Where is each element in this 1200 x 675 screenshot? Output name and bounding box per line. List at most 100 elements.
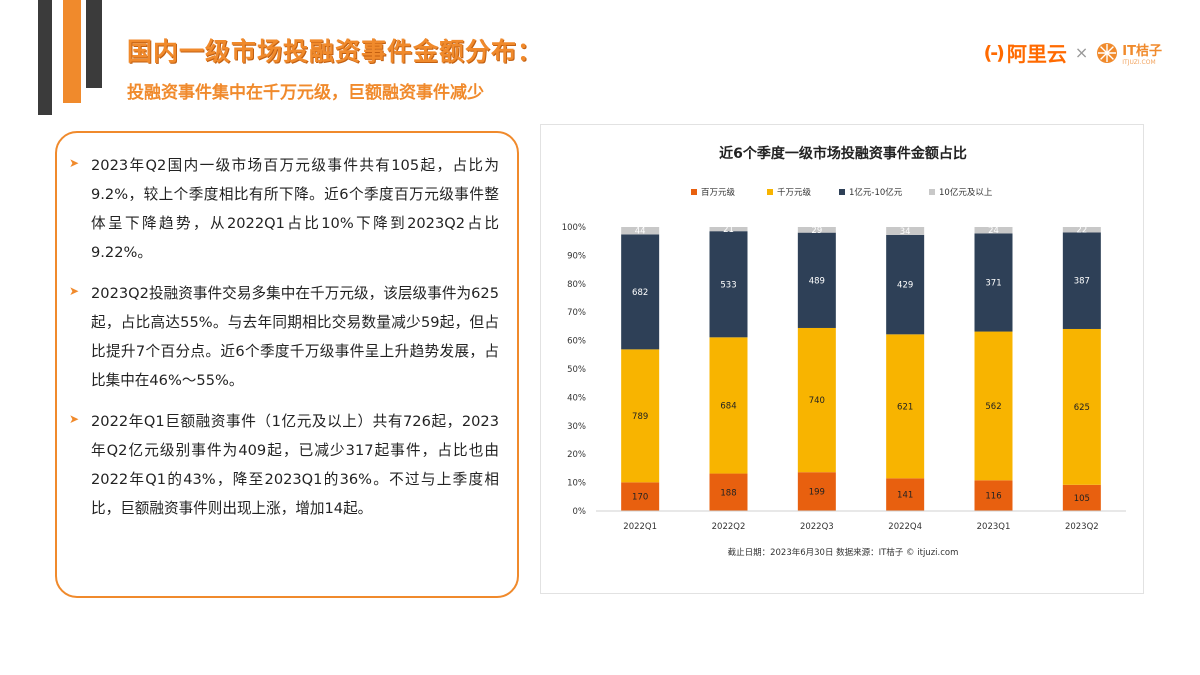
summary-paragraph: ➤ 2023年Q2国内一级市场百万元级事件共有105起，占比为9.2%，较上个季… [69, 151, 499, 267]
bar-segment [974, 227, 1013, 234]
data-label: 682 [632, 288, 648, 298]
brand-logos: (-) 阿里云 × IT桔子 ITJUZI.COM [984, 38, 1162, 67]
summary-paragraph: ➤ 2023Q2投融资事件交易多集中在千万元级，该层级事件为625起，占比高达5… [69, 279, 499, 395]
bar-segment [797, 327, 836, 473]
data-label: 371 [985, 278, 1001, 288]
y-tick-label: 40% [567, 393, 586, 403]
data-label: 199 [809, 488, 825, 498]
bar-segment [709, 473, 748, 511]
y-tick-label: 100% [562, 223, 586, 233]
legend-label: 1亿元-10亿元 [849, 187, 903, 198]
bar-segment [797, 227, 836, 233]
itjuzi-logo: IT桔子 ITJUZI.COM [1096, 40, 1162, 66]
data-label: 533 [720, 280, 736, 290]
bar-segment [621, 349, 660, 483]
aliyun-logo-text: 阿里云 [1006, 42, 1067, 66]
arrow-bullet-icon: ➤ [69, 284, 80, 298]
arrow-bullet-icon: ➤ [69, 412, 80, 426]
data-label: 34 [900, 227, 911, 237]
data-label: 105 [1074, 494, 1090, 504]
y-tick-label: 90% [567, 251, 586, 261]
data-label: 429 [897, 281, 913, 291]
bar-segment [1062, 232, 1101, 329]
bar-segment [1062, 484, 1101, 511]
data-label: 188 [720, 488, 736, 498]
summary-paragraph: ➤ 2022年Q1巨额融资事件（1亿元及以上）共有726起，2023年Q2亿元级… [69, 407, 499, 523]
data-label: 625 [1074, 403, 1090, 413]
y-tick-label: 80% [567, 280, 586, 290]
legend-swatch [929, 189, 935, 195]
data-label: 21 [723, 225, 734, 235]
data-label: 29 [811, 226, 822, 236]
legend-label: 百万元级 [701, 187, 736, 198]
bar-segment [886, 227, 925, 235]
x-tick-label: 2022Q4 [888, 522, 922, 532]
data-label: 387 [1074, 277, 1090, 287]
stacked-bar-chart: 近6个季度一级市场投融资事件金额占比百万元级 千万元级 1亿元-10亿元 10亿元及以… [540, 124, 1144, 594]
legend-swatch [691, 189, 697, 195]
bar-segment [709, 337, 748, 474]
x-tick-label: 2022Q2 [712, 522, 746, 532]
data-label: 562 [985, 402, 1001, 412]
summary-text: 2023年Q2国内一级市场百万元级事件共有105起，占比为9.2%，较上个季度相… [91, 157, 499, 261]
bar-segment [1062, 227, 1101, 233]
bar-segment [621, 234, 660, 350]
legend-label: 10亿元及以上 [939, 187, 993, 198]
bar-segment [886, 334, 925, 479]
bar-segment [886, 478, 925, 511]
y-tick-label: 70% [567, 308, 586, 318]
itjuzi-logo-sub: ITJUZI.COM [1122, 58, 1156, 66]
data-label: 621 [897, 402, 913, 412]
legend-label: 千万元级 [777, 187, 812, 198]
bar-segment [797, 472, 836, 511]
bar-segment [621, 482, 660, 511]
data-label: 116 [985, 492, 1001, 502]
bar-segment [974, 480, 1013, 511]
chart-footnote: 截止日期：2023年6月30日 数据来源：IT桔子 © itjuzi.com [728, 547, 959, 558]
y-tick-label: 60% [567, 337, 586, 347]
bar-segment [974, 331, 1013, 481]
summary-text: 2022年Q1巨额融资事件（1亿元及以上）共有726起，2023年Q2亿元级别事… [91, 413, 499, 517]
summary-text: 2023Q2投融资事件交易多集中在千万元级，该层级事件为625起，占比高达55%… [91, 285, 499, 389]
data-label: 489 [809, 276, 825, 286]
bar-segment [797, 232, 836, 328]
page-title: 国内一级市场投融资事件金额分布： [127, 37, 544, 66]
legend-swatch [839, 189, 845, 195]
logo-separator: × [1074, 43, 1089, 62]
decor-bar-orange [63, 0, 81, 103]
bar-segment [709, 231, 748, 338]
y-tick-label: 30% [567, 422, 586, 432]
data-label: 740 [809, 396, 825, 406]
data-label: 22 [1076, 226, 1087, 236]
data-label: 684 [720, 401, 736, 411]
bar-segment [621, 227, 660, 235]
data-label: 170 [632, 493, 648, 503]
x-tick-label: 2022Q1 [623, 522, 657, 532]
bar-segment [1062, 328, 1101, 485]
y-tick-label: 20% [567, 450, 586, 460]
x-tick-label: 2023Q2 [1065, 522, 1099, 532]
bar-segment [974, 233, 1013, 332]
page-subtitle: 投融资事件集中在千万元级，巨额融资事件减少 [127, 83, 484, 103]
legend-swatch [767, 189, 773, 195]
decor-bar-dark-left [38, 0, 52, 115]
decor-bar-dark-right [86, 0, 102, 88]
data-label: 44 [635, 227, 646, 237]
chart-title: 近6个季度一级市场投融资事件金额占比 [719, 145, 967, 162]
itjuzi-logo-text: IT桔子 [1122, 43, 1162, 59]
data-label: 789 [632, 412, 648, 422]
y-tick-label: 10% [567, 479, 586, 489]
bar-segment [886, 234, 925, 335]
data-label: 141 [897, 491, 913, 501]
aliyun-mark-icon: (-) [983, 41, 1005, 64]
y-tick-label: 50% [567, 365, 586, 375]
bar-segment [709, 227, 748, 232]
orange-slice-icon [1097, 42, 1118, 63]
summary-box: ➤ 2023年Q2国内一级市场百万元级事件共有105起，占比为9.2%，较上个季… [55, 131, 519, 598]
arrow-bullet-icon: ➤ [69, 156, 80, 170]
y-tick-label: 0% [573, 507, 587, 517]
x-tick-label: 2023Q1 [977, 522, 1011, 532]
data-label: 24 [988, 226, 999, 236]
aliyun-logo: (-) 阿里云 [984, 38, 1067, 67]
